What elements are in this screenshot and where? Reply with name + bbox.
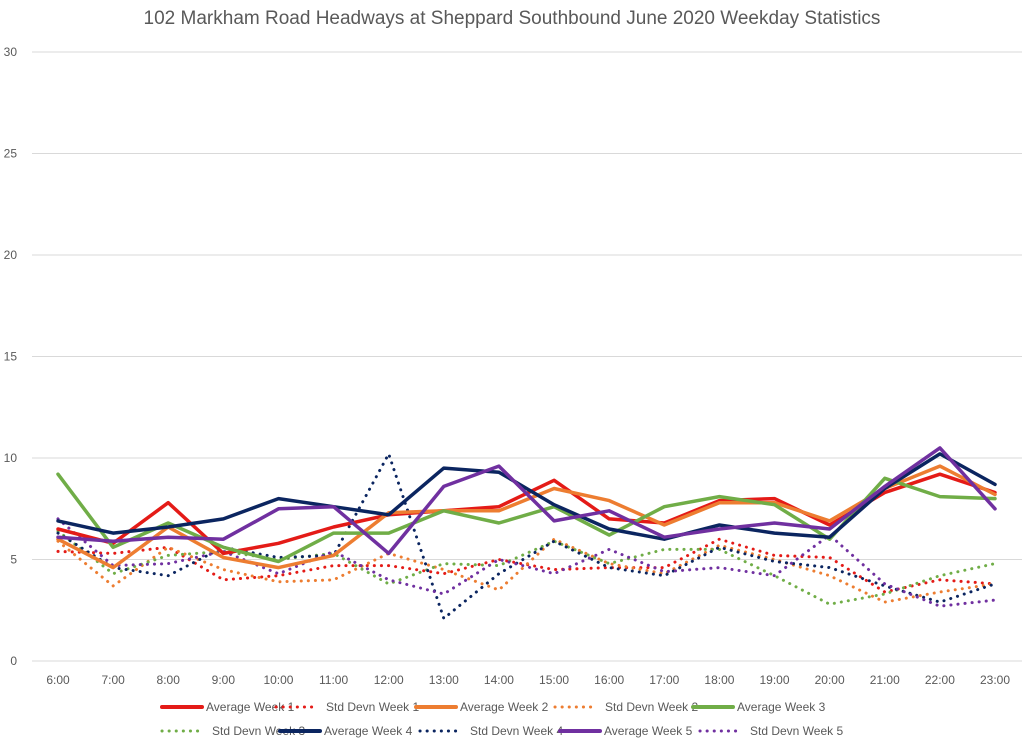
legend-label: Std Devn Week 3 — [212, 724, 305, 738]
y-tick-label: 15 — [4, 350, 18, 364]
y-tick-label: 20 — [4, 248, 18, 262]
y-tick-label: 0 — [10, 654, 17, 668]
series-line-average-week-5 — [56, 446, 997, 556]
x-tick-label: 18:00 — [704, 673, 734, 687]
x-axis-ticks: 6:00 7:00 8:00 9:00 10:00 11:00 12:00 13:00 14:0… — [46, 673, 1010, 687]
x-tick-label: 22:00 — [925, 673, 955, 687]
series-lines — [56, 446, 997, 620]
x-tick-label: 11:00 — [319, 673, 348, 687]
legend-label: Std Devn Week 5 — [750, 724, 843, 738]
series-line-std-devn-week-2 — [56, 537, 997, 604]
x-tick-label: 15:00 — [539, 673, 569, 687]
x-tick-label: 9:00 — [212, 673, 236, 687]
legend-item-average-week-2: Average Week 2 — [414, 700, 549, 714]
x-tick-label: 19:00 — [760, 673, 790, 687]
x-tick-label: 6:00 — [46, 673, 70, 687]
x-tick-label: 17:00 — [649, 673, 679, 687]
y-tick-label: 30 — [4, 45, 18, 59]
legend-label: Std Devn Week 1 — [326, 700, 419, 714]
legend: Average Week 1 Std Devn Week 1 Average Wee… — [160, 700, 843, 738]
legend-label: Average Week 4 — [324, 724, 413, 738]
x-tick-label: 23:00 — [980, 673, 1010, 687]
legend-item-average-week-4: Average Week 4 — [278, 724, 413, 738]
series-line-average-week-4 — [56, 452, 997, 541]
legend-item-std-devn-week-2: Std Devn Week 2 — [553, 700, 698, 714]
legend-item-average-week-5: Average Week 5 — [558, 724, 693, 738]
legend-item-std-devn-week-1: Std Devn Week 1 — [274, 700, 419, 714]
x-tick-label: 8:00 — [157, 673, 181, 687]
x-tick-label: 20:00 — [815, 673, 845, 687]
x-tick-label: 13:00 — [429, 673, 459, 687]
x-tick-label: 14:00 — [484, 673, 514, 687]
x-tick-label: 7:00 — [101, 673, 125, 687]
legend-item-average-week-1: Average Week 1 — [160, 700, 295, 714]
y-axis-ticks: 0 5 10 15 20 25 30 — [4, 45, 18, 668]
legend-label: Std Devn Week 4 — [470, 724, 563, 738]
x-tick-label: 16:00 — [594, 673, 624, 687]
y-tick-label: 10 — [4, 451, 18, 465]
legend-label: Average Week 3 — [737, 700, 826, 714]
y-tick-label: 5 — [10, 553, 17, 567]
series-line-average-week-2 — [56, 464, 997, 570]
legend-item-average-week-3: Average Week 3 — [691, 700, 826, 714]
gridlines — [32, 51, 1022, 662]
x-tick-label: 12:00 — [374, 673, 404, 687]
x-tick-label: 10:00 — [263, 673, 293, 687]
legend-label: Average Week 2 — [460, 700, 549, 714]
legend-label: Std Devn Week 2 — [605, 700, 698, 714]
legend-item-std-devn-week-5: Std Devn Week 5 — [698, 724, 843, 738]
y-tick-label: 25 — [4, 147, 18, 161]
series-line-std-devn-week-1 — [56, 537, 997, 594]
legend-item-std-devn-week-3: Std Devn Week 3 — [160, 724, 305, 738]
legend-item-std-devn-week-4: Std Devn Week 4 — [418, 724, 563, 738]
legend-label: Average Week 5 — [604, 724, 693, 738]
legend-label: Average Week 1 — [206, 700, 295, 714]
chart-title: 102 Markham Road Headways at Sheppard So… — [143, 8, 881, 29]
x-tick-label: 21:00 — [870, 673, 900, 687]
